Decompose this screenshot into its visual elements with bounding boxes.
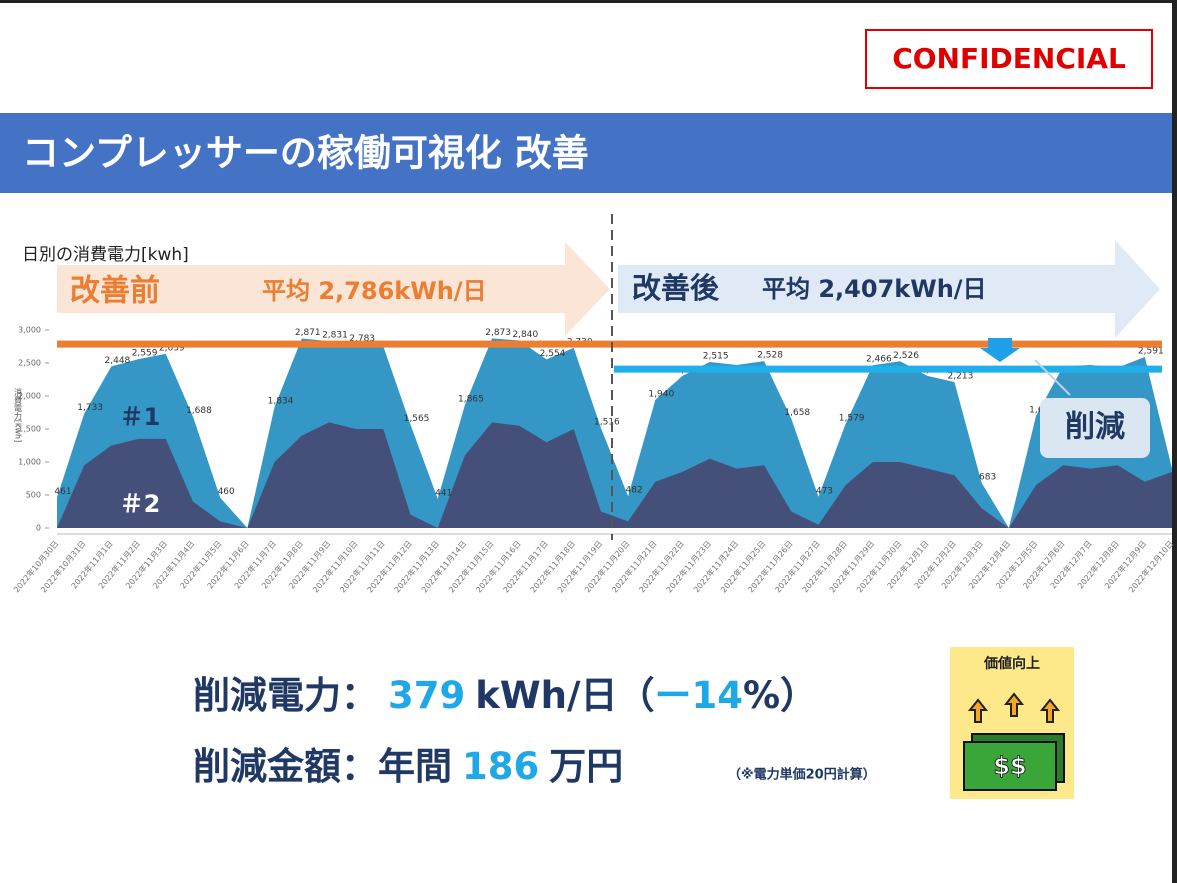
icon-bill	[963, 741, 1057, 791]
summary-text: 削減電力：	[193, 674, 378, 717]
icon-money: $$	[993, 752, 1026, 780]
slide-title: コンプレッサーの稼働可視化 改善	[22, 132, 589, 175]
data-label: 1,834	[268, 396, 294, 406]
y-tick-label: 0	[36, 524, 41, 533]
after-label: 改善後	[632, 271, 720, 305]
data-label: 683	[979, 472, 996, 482]
summary-line1: 削減電力： 379 kWh/日（ー14%）	[193, 674, 817, 717]
before-label: 改善前	[70, 274, 160, 309]
data-label: 1,579	[839, 413, 865, 423]
data-label: 2,639	[159, 343, 185, 353]
right-edge	[1172, 0, 1177, 883]
summary-value: 186	[462, 745, 539, 788]
summary-value: ー14	[655, 674, 744, 717]
data-label: 2,840	[512, 330, 538, 340]
series-label: ＃2	[120, 490, 161, 518]
reduction-label: 削減	[1065, 410, 1125, 445]
area	[57, 422, 1172, 528]
data-label: 482	[626, 486, 643, 496]
data-label: 2,554	[540, 349, 566, 359]
data-label: 2,528	[757, 351, 783, 361]
icon-arrows	[967, 692, 1061, 723]
data-label: 2,466	[866, 355, 892, 365]
y-axis-label: 消費電力[kwh]	[14, 387, 23, 442]
callout-line	[1034, 359, 1071, 396]
summary-text: %）	[743, 674, 817, 717]
data-label: 473	[816, 486, 833, 496]
data-label: 2,591	[1138, 346, 1164, 356]
y-tick-label: 500	[26, 491, 41, 500]
data-label: 1,688	[186, 406, 212, 416]
summary-text: 削減金額：年間	[193, 745, 452, 788]
after-average: 平均 2,407kWh/日	[762, 275, 987, 303]
data-label: 2,213	[948, 371, 974, 381]
chart-title: 日別の消費電力[kwh]	[22, 245, 189, 265]
data-label: 2,559	[132, 349, 158, 359]
confidential-box	[865, 29, 1153, 89]
summary-text: 万円	[549, 745, 623, 788]
data-label: 2,515	[703, 352, 729, 362]
after-arrow	[618, 240, 1160, 338]
series-label: ＃1	[120, 403, 161, 431]
data-label: 441	[435, 488, 452, 498]
icon-title: 価値向上	[983, 655, 1040, 672]
y-tick-label: 1,000	[18, 458, 41, 467]
data-label: 1,940	[648, 389, 674, 399]
summary-value: 379	[388, 674, 465, 717]
data-label: 1,565	[404, 414, 430, 424]
data-label: 1,658	[784, 408, 810, 418]
data-label: 2,871	[295, 328, 321, 338]
reduction-box	[1040, 398, 1150, 458]
y-tick-label: 1,500	[18, 425, 41, 434]
top-edge	[0, 0, 1177, 3]
summary-line2: 削減金額：年間 186 万円	[193, 745, 623, 788]
y-tick-label: 3,000	[18, 326, 41, 335]
title-band	[0, 113, 1172, 193]
data-label: 1,733	[77, 403, 103, 413]
data-label: 2,831	[322, 331, 348, 341]
data-label: 2,448	[105, 356, 131, 366]
before-average: 平均 2,786kWh/日	[262, 277, 487, 305]
summary-note: （※電力単価20円計算）	[728, 767, 876, 783]
data-label: 2,526	[893, 351, 919, 361]
data-label: 2,783	[349, 334, 375, 344]
confidential: CONFIDENCIAL	[892, 42, 1126, 75]
y-tick-label: 2,000	[18, 392, 41, 401]
data-label: 2,873	[485, 328, 511, 338]
data-label: 1,865	[458, 394, 484, 404]
data-label: 460	[218, 487, 235, 497]
before-arrow	[57, 242, 610, 336]
y-tick-label: 2,500	[18, 359, 41, 368]
summary-text: kWh/日（	[475, 674, 654, 717]
down-arrow	[980, 338, 1020, 362]
data-label: 1,516	[594, 417, 620, 427]
data-label: 461	[54, 487, 71, 497]
